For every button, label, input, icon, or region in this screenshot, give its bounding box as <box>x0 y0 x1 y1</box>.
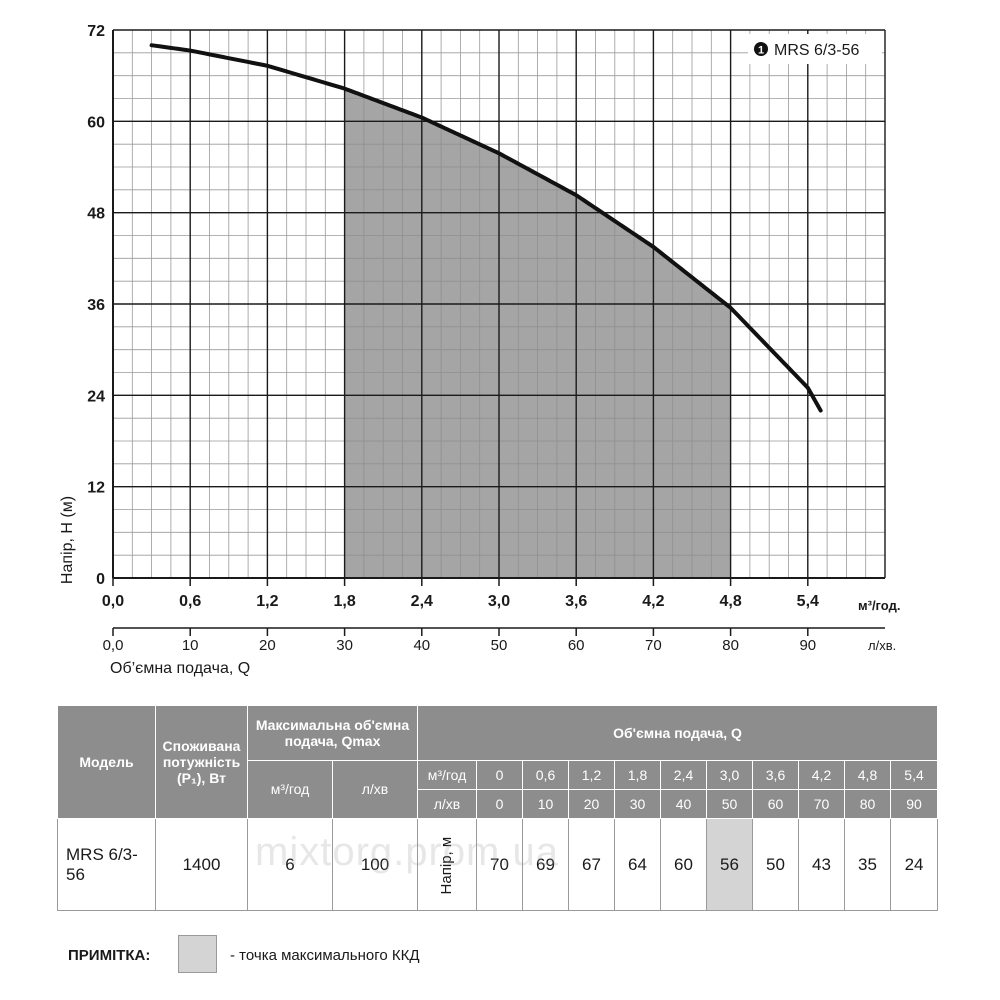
legend-label: MRS 6/3-56 <box>774 42 859 59</box>
power-cell: 1400 <box>155 818 248 911</box>
x2-tick-label: 70 <box>645 637 662 654</box>
x2-tick-label: 30 <box>336 637 353 654</box>
x-tick-label: 1,8 <box>333 593 355 610</box>
header-flow: Об'ємна подача, Q <box>416 705 939 761</box>
x2-tick-label: 90 <box>799 637 816 654</box>
head-cell: 69 <box>522 818 569 911</box>
head-cell: 70 <box>476 818 523 911</box>
flow-m3h-cell: 3,0 <box>706 760 753 790</box>
y-tick-label: 12 <box>87 480 105 497</box>
qmax-m3h-cell: 6 <box>247 818 333 911</box>
x2-tick-label: 20 <box>259 637 276 654</box>
x-tick-label: 0,6 <box>179 593 201 610</box>
chart-axes <box>112 30 885 636</box>
head-cell-max-efficiency: 56 <box>706 818 753 911</box>
flow-lmin-cell: 70 <box>798 789 845 819</box>
flow-m3h-cell: 4,2 <box>798 760 845 790</box>
note-text: - точка максимального ККД <box>230 947 420 964</box>
x-tick-label: 4,8 <box>719 593 741 610</box>
x2-tick-label: 60 <box>568 637 585 654</box>
x-tick-label: 3,6 <box>565 593 587 610</box>
efficiency-shaded-area <box>344 88 731 578</box>
x-tick-labels-lmin: 0,0 10 20 30 40 50 60 70 80 90 <box>103 637 817 654</box>
legend-box <box>748 34 882 64</box>
header-model: Модель <box>57 705 156 819</box>
flow-m3h-cell: 0 <box>476 760 523 790</box>
y-tick-label: 36 <box>87 297 105 314</box>
y-tick-label: 60 <box>87 114 105 131</box>
header-qmax-lmin: л/хв <box>332 760 418 819</box>
x2-tick-label: 40 <box>413 637 430 654</box>
x-axis-unit-lmin: л/хв. <box>868 638 896 653</box>
x-tick-label: 4,2 <box>642 593 664 610</box>
x2-tick-label: 0,0 <box>103 637 124 654</box>
x-tick-labels-m3h: 0,0 0,6 1,2 1,8 2,4 3,0 3,6 4,2 4,8 5,4 <box>102 593 819 610</box>
y-tick-label: 48 <box>87 206 105 223</box>
head-label: Напір, м <box>438 836 456 895</box>
pump-curve-chart: 0 12 24 36 48 60 72 0,0 0,6 1,2 1,8 2,4 3,0 3,6 4,2 4,… <box>59 23 900 677</box>
y-tick-label: 24 <box>87 388 105 405</box>
flow-m3h-cell: 4,8 <box>844 760 891 790</box>
note-label: ПРИМІТКА: <box>68 947 151 964</box>
flow-lmin-cell: 30 <box>614 789 661 819</box>
x-tick-label: 1,2 <box>256 593 278 610</box>
head-cell: 35 <box>844 818 891 911</box>
flow-lmin-cell: 0 <box>476 789 523 819</box>
flow-m3h-cell: 1,8 <box>614 760 661 790</box>
flow-m3h-cell: 5,4 <box>889 760 939 790</box>
flow-m3h-cell: 0,6 <box>522 760 569 790</box>
x-axis-unit-m3h: м³/год. <box>858 598 900 613</box>
model-cell: MRS 6/3-56 <box>57 818 156 911</box>
legend: 1 MRS 6/3-56 <box>748 34 882 64</box>
y-tick-label: 0 <box>96 571 105 588</box>
header-qmax: Максимальна об'ємна подача, Qmax <box>247 705 418 761</box>
legend-badge-number: 1 <box>758 45 764 57</box>
flow-m3h-cell: 1,2 <box>568 760 615 790</box>
x2-tick-label: 50 <box>491 637 508 654</box>
x-tick-label: 0,0 <box>102 593 124 610</box>
head-cell: 24 <box>889 818 939 911</box>
flow-lmin-cell: 50 <box>706 789 753 819</box>
flow-lmin-cell: 10 <box>522 789 569 819</box>
x-axis-label: Об’ємна подача, Q <box>110 660 250 677</box>
flow-lmin-cell: 20 <box>568 789 615 819</box>
qmax-lmin-cell: 100 <box>332 818 418 911</box>
header-qmax-m3h: м³/год <box>247 760 333 819</box>
y-axis-label: Напір, Н (м) <box>59 496 76 584</box>
series-line-mrs-6-3-56 <box>149 43 823 413</box>
flow-m3h-cell: 2,4 <box>660 760 707 790</box>
flow-lmin-cell: 90 <box>889 789 939 819</box>
flow-lmin-cell: 80 <box>844 789 891 819</box>
note-swatch <box>178 935 217 973</box>
head-cell: 67 <box>568 818 615 911</box>
flow-lmin-cell: 40 <box>660 789 707 819</box>
flow-m3h-cell: 3,6 <box>752 760 799 790</box>
x2-tick-label: 10 <box>182 637 199 654</box>
legend-badge-icon <box>754 42 768 56</box>
flow-lmin-cell: 60 <box>752 789 799 819</box>
head-cell: 60 <box>660 818 707 911</box>
spec-table: Модель Споживана потужність (P₁), Вт Мак… <box>57 705 939 911</box>
chart-major-grid <box>113 29 886 579</box>
y-tick-label: 72 <box>87 23 105 40</box>
x-tick-label: 3,0 <box>488 593 510 610</box>
head-cell: 50 <box>752 818 799 911</box>
x2-tick-label: 80 <box>722 637 739 654</box>
x-tick-label: 5,4 <box>797 593 819 610</box>
header-power: Споживана потужність (P₁), Вт <box>155 705 248 819</box>
header-unit-lmin: л/хв <box>417 789 477 819</box>
header-unit-m3h: м³/год <box>417 760 477 790</box>
head-cell: 43 <box>798 818 845 911</box>
head-cell: 64 <box>614 818 661 911</box>
y-tick-labels: 0 12 24 36 48 60 72 <box>87 23 105 588</box>
head-label-cell: Напір, м <box>417 818 477 911</box>
x-tick-label: 2,4 <box>411 593 433 610</box>
